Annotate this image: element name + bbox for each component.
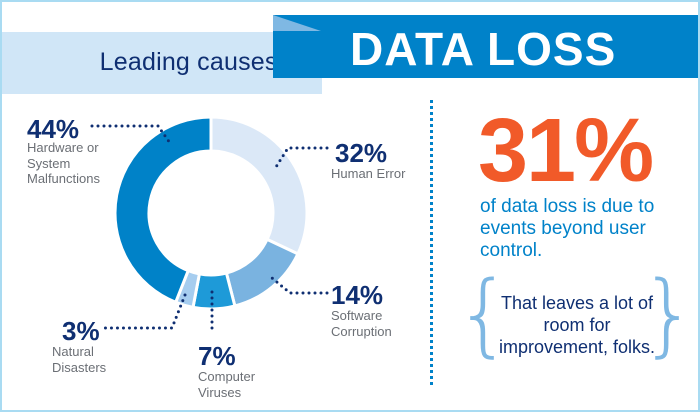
stat-note: That leaves a lot of room for improvemen… xyxy=(498,293,656,357)
slice-human-error xyxy=(209,115,309,256)
label-hardware: Hardware or System Malfunctions xyxy=(27,140,100,186)
leader-line-software xyxy=(270,276,329,295)
pct-hardware: 44% xyxy=(27,114,80,144)
pct-human-error: 32% xyxy=(335,138,388,168)
leader-line-human-error xyxy=(274,146,329,169)
banner-fold xyxy=(273,15,321,31)
stat-description: of data loss is due to events beyond use… xyxy=(480,196,655,261)
page-title: DATA LOSS xyxy=(350,23,617,75)
leader-line-hardware xyxy=(90,124,172,145)
label-natural: Natural Disasters xyxy=(52,344,107,375)
subtitle: Leading causes of xyxy=(99,48,306,76)
slice-software xyxy=(224,237,300,308)
label-software: Software Corruption xyxy=(331,308,392,339)
pct-viruses: 7% xyxy=(198,341,236,371)
left-brace-icon: { xyxy=(455,262,513,367)
leader-line-natural xyxy=(103,293,187,330)
title-banner xyxy=(273,15,700,78)
subtitle-banner: Leading causes of xyxy=(0,32,322,94)
label-viruses: Computer Viruses xyxy=(198,369,256,400)
label-human-error: Human Error xyxy=(331,166,406,181)
slice-hardware xyxy=(113,115,213,305)
pct-natural: 3% xyxy=(62,316,100,346)
stat-value: 31% xyxy=(478,101,654,201)
divider xyxy=(430,100,433,385)
pct-software: 14% xyxy=(331,280,384,310)
right-brace-icon: } xyxy=(640,262,698,367)
